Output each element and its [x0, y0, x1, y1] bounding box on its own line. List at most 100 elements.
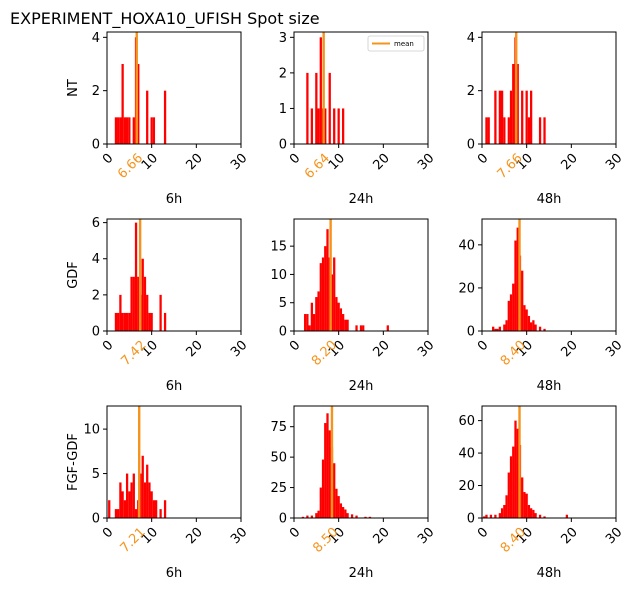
- x-tick-label: 30: [603, 525, 625, 547]
- histogram-bar: [516, 64, 519, 144]
- x-axis-label: 48h: [537, 379, 562, 394]
- axes-frame: [481, 31, 617, 145]
- y-tick-label: 4: [92, 252, 100, 267]
- histogram-bar: [119, 294, 122, 331]
- histogram-bar: [328, 72, 331, 144]
- histogram-bar: [326, 229, 329, 331]
- y-tick-label: 0: [467, 512, 475, 527]
- histogram-bar: [355, 515, 358, 518]
- histogram-bar: [538, 514, 542, 518]
- histogram-bar: [315, 513, 318, 518]
- x-tick-label: 30: [228, 151, 250, 173]
- histogram-bar: [128, 491, 131, 518]
- histogram-bar: [152, 117, 156, 144]
- histogram-bar: [494, 514, 497, 518]
- histogram-bar: [507, 472, 510, 518]
- y-tick-label: 10: [270, 268, 287, 283]
- y-tick-label: 2: [92, 84, 100, 99]
- y-tick-label: 4: [467, 31, 475, 46]
- histogram-bar: [368, 516, 372, 518]
- x-tick-label: 20: [370, 525, 392, 547]
- histogram-bar: [498, 326, 502, 331]
- histogram-bar: [326, 413, 329, 518]
- histogram-bar: [317, 108, 320, 144]
- histogram-bar: [306, 314, 309, 331]
- histogram-bar: [132, 473, 135, 518]
- histogram-bar: [150, 312, 153, 331]
- histogram-bar: [150, 117, 153, 144]
- histogram-bar: [529, 508, 533, 518]
- histogram-bar: [308, 325, 311, 331]
- histogram-bar: [344, 509, 347, 518]
- histogram-bar: [339, 308, 343, 331]
- histogram-bar: [130, 482, 133, 518]
- histogram-bar: [505, 495, 508, 518]
- histogram-bar: [364, 516, 367, 518]
- histogram-bar: [523, 492, 526, 518]
- figure-title: EXPERIMENT_HOXA10_UFISH Spot size: [10, 9, 320, 29]
- histogram-bar: [543, 328, 546, 331]
- histogram-bar: [538, 117, 542, 144]
- y-tick-label: 5: [279, 296, 287, 311]
- y-tick-label: 0: [279, 138, 287, 153]
- histogram-bar: [128, 312, 131, 331]
- axes-frame: [293, 218, 429, 332]
- histogram-bar: [532, 320, 535, 331]
- histogram-bar: [489, 514, 493, 518]
- legend-label: mean: [394, 40, 414, 48]
- histogram-bar: [500, 90, 504, 144]
- histogram-bar: [507, 117, 510, 144]
- x-tick-label: 20: [370, 151, 392, 173]
- histogram-bar: [337, 496, 340, 518]
- histogram-bar: [386, 325, 389, 331]
- histogram-bar: [346, 319, 349, 331]
- histogram-bar: [146, 90, 149, 144]
- x-tick-label: 20: [183, 525, 205, 547]
- histogram-bar: [333, 108, 336, 144]
- x-tick-label: 0: [287, 338, 303, 354]
- histogram-bar: [485, 117, 488, 144]
- histogram-bar: [123, 117, 127, 144]
- histogram-bar: [123, 500, 127, 518]
- histogram-bar: [117, 509, 120, 518]
- y-tick-label: 15: [270, 240, 287, 255]
- x-axis-label: 24h: [349, 379, 374, 394]
- histogram-bar: [148, 312, 151, 331]
- x-axis-label: 24h: [349, 192, 374, 207]
- histogram-bar: [132, 276, 135, 331]
- y-tick-label: 40: [458, 238, 475, 253]
- y-tick-label: 0: [92, 138, 100, 153]
- histogram-bar: [141, 455, 144, 518]
- histogram-bar: [114, 312, 118, 331]
- histogram-bar: [339, 503, 343, 518]
- histogram-bar: [312, 314, 316, 331]
- y-axis-label: NT: [66, 79, 81, 97]
- histogram-bar: [114, 117, 118, 144]
- histogram-bar: [330, 274, 334, 331]
- histogram-bar: [496, 328, 499, 331]
- histogram-bar: [306, 515, 309, 518]
- histogram-bar: [119, 117, 122, 144]
- x-tick-label: 0: [475, 151, 491, 167]
- x-tick-label: 30: [603, 338, 625, 360]
- histogram-bar: [512, 283, 515, 331]
- y-tick-label: 2: [467, 84, 475, 99]
- histogram-bar: [527, 505, 531, 518]
- axes-frame: [106, 31, 242, 145]
- histogram-bar: [328, 430, 331, 518]
- histogram-bar: [319, 487, 322, 518]
- legend: mean: [367, 35, 425, 52]
- histogram-bar: [324, 246, 327, 331]
- y-tick-label: 0: [279, 512, 287, 527]
- x-tick-label: 30: [228, 338, 250, 360]
- y-tick-label: 0: [92, 512, 100, 527]
- histogram-bar: [310, 108, 314, 144]
- histogram-bar: [301, 516, 305, 518]
- histogram-bar: [114, 509, 118, 518]
- histogram-bar: [119, 482, 122, 518]
